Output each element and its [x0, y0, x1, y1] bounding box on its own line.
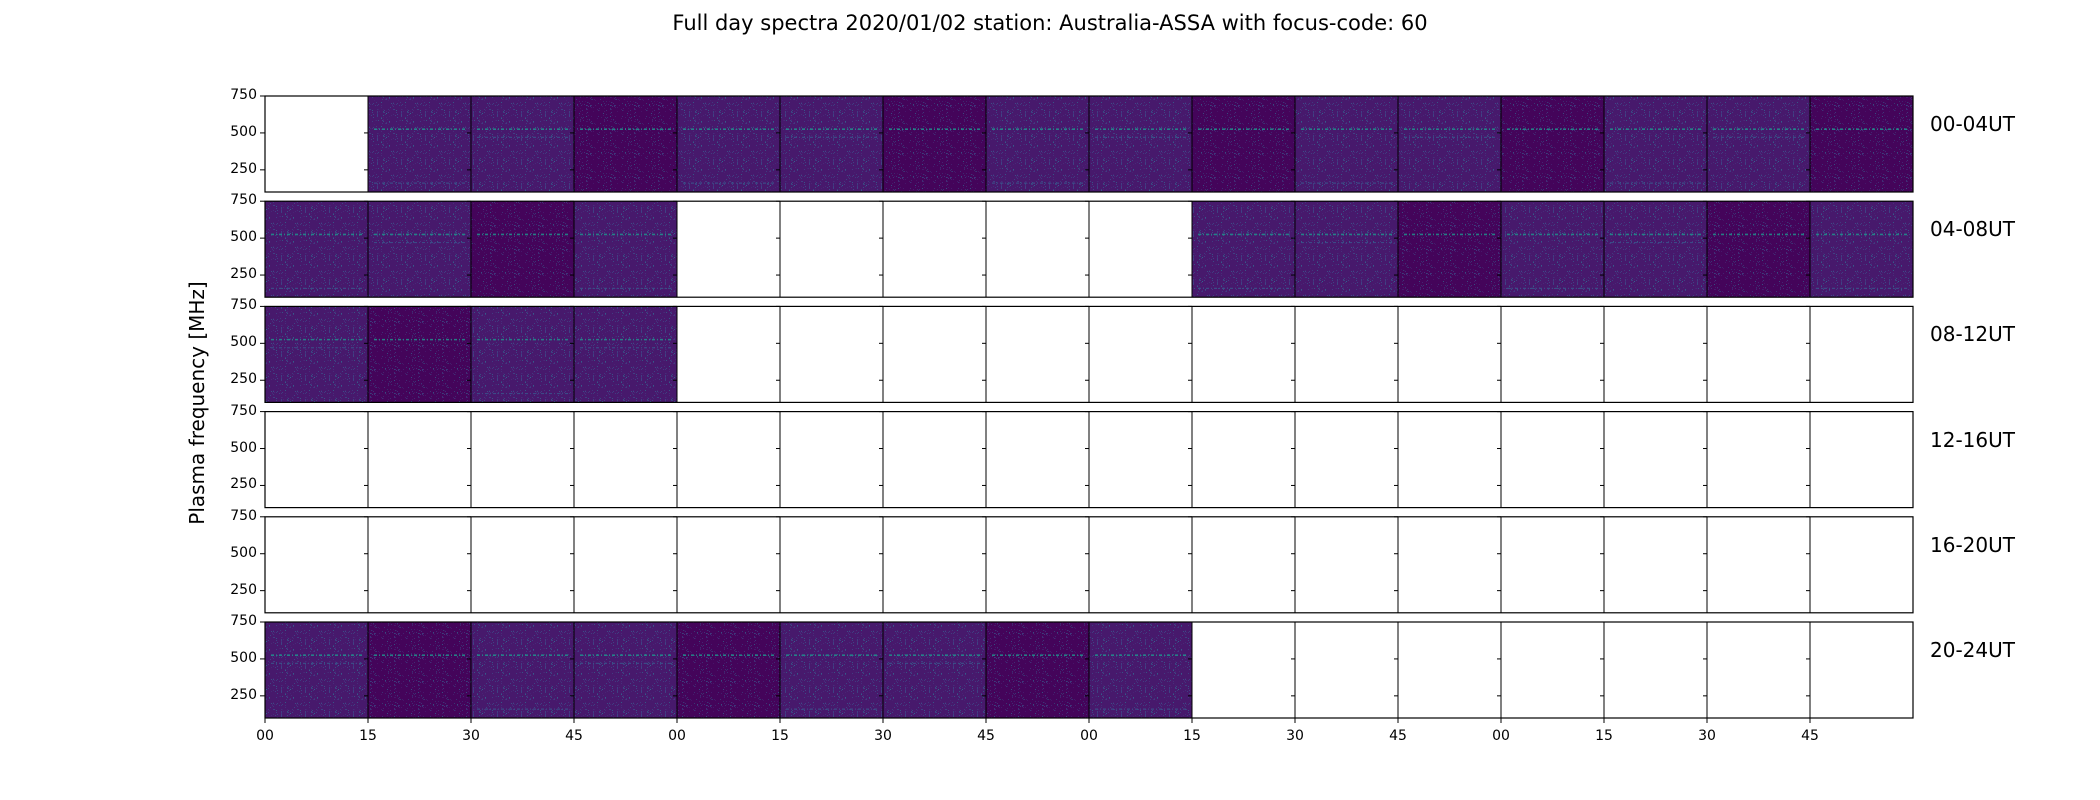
spectra-panel	[883, 96, 986, 192]
spectra-panel	[471, 201, 574, 298]
spectra-panel	[574, 622, 677, 718]
y-tick-label: 750	[230, 507, 257, 524]
spectra-panel	[1398, 96, 1501, 192]
y-tick-label: 750	[230, 297, 257, 314]
y-tick-label: 250	[230, 686, 257, 703]
y-tick-label: 500	[230, 334, 257, 351]
row-label: 08-12UT	[1930, 322, 2015, 347]
spectra-panel	[368, 96, 471, 192]
row-label: 16-20UT	[1930, 532, 2015, 557]
spectra-panel	[1604, 96, 1707, 192]
spectra-panel	[1089, 96, 1192, 192]
spectra-panel	[1707, 201, 1810, 298]
y-tick-label: 500	[230, 229, 257, 246]
spectra-panel	[471, 96, 574, 192]
spectra-panel	[574, 96, 677, 192]
y-tick-label: 250	[230, 581, 257, 598]
y-tick-label: 500	[230, 123, 257, 140]
spectra-panel	[1604, 201, 1707, 298]
row-frame	[264, 200, 1914, 298]
row-frame	[264, 411, 1914, 509]
row-label: 12-16UT	[1930, 427, 2015, 452]
x-tick-label: 00	[1080, 728, 1098, 744]
x-tick-label: 45	[1801, 728, 1819, 744]
spectra-panel	[1192, 96, 1295, 192]
y-tick-label: 250	[230, 371, 257, 388]
x-tick-label: 30	[874, 728, 892, 744]
chart-title: Full day spectra 2020/01/02 station: Aus…	[672, 11, 1428, 35]
spectra-panel	[780, 96, 883, 192]
spectra-panel	[574, 201, 677, 298]
spectra-panel	[574, 306, 677, 403]
spectra-panel	[471, 622, 574, 718]
x-tick-label: 45	[565, 728, 583, 744]
spectra-panel	[368, 201, 471, 298]
spectra-panel	[471, 306, 574, 403]
spectra-panel	[1501, 201, 1604, 298]
spectra-panel	[1089, 622, 1192, 718]
x-tick-label: 45	[977, 728, 995, 744]
y-tick-label: 500	[230, 544, 257, 561]
spectra-panel	[677, 622, 780, 718]
spectra-panel	[1295, 201, 1398, 298]
y-tick-label: 250	[230, 266, 257, 283]
spectra-panel	[1501, 96, 1604, 192]
spectra-panel	[1810, 96, 1913, 192]
spectra-panel	[1295, 96, 1398, 192]
x-tick-label: 15	[1595, 728, 1613, 744]
spectra-panel	[1192, 201, 1295, 298]
x-tick-label: 00	[1492, 728, 1510, 744]
spectra-panel	[986, 96, 1089, 192]
x-tick-label: 30	[462, 728, 480, 744]
spectra-panel	[368, 622, 471, 718]
y-tick-label: 250	[230, 160, 257, 177]
spectra-panel	[265, 306, 368, 403]
row-label: 00-04UT	[1930, 112, 2015, 136]
y-tick-label: 750	[230, 613, 257, 629]
x-tick-label: 00	[256, 728, 274, 744]
spectra-panel	[265, 622, 368, 718]
row-label: 20-24UT	[1930, 638, 2015, 662]
spectra-panel	[1707, 96, 1810, 192]
x-tick-label: 15	[1183, 728, 1201, 744]
row-frame	[264, 305, 1914, 403]
row-label: 04-08UT	[1930, 217, 2015, 242]
y-tick-label: 750	[230, 192, 257, 209]
x-tick-label: 30	[1698, 728, 1716, 744]
spectra-panel	[883, 622, 986, 718]
x-tick-label: 15	[359, 728, 377, 744]
spectra-panel	[265, 201, 368, 298]
spectra-panel	[677, 96, 780, 192]
y-tick-label: 500	[230, 649, 257, 666]
x-tick-label: 45	[1389, 728, 1407, 744]
row-frame	[264, 516, 1914, 614]
spectra-panel	[1398, 201, 1501, 298]
y-tick-label: 250	[230, 476, 257, 493]
x-tick-label: 00	[668, 728, 686, 744]
y-tick-label: 750	[230, 87, 257, 103]
row-frame	[264, 95, 1914, 193]
y-tick-label: 500	[230, 439, 257, 456]
x-tick-label: 15	[771, 728, 789, 744]
x-tick-label: 30	[1286, 728, 1304, 744]
spectra-panel	[1810, 201, 1913, 298]
spectra-panel	[986, 622, 1089, 718]
spectra-panel	[780, 622, 883, 718]
spectra-panel	[368, 306, 471, 403]
y-tick-label: 750	[230, 402, 257, 419]
